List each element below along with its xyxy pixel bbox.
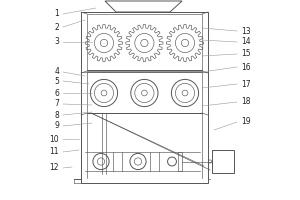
- Text: 13: 13: [241, 26, 250, 36]
- Text: 2: 2: [54, 22, 59, 31]
- Bar: [212, 150, 234, 173]
- Text: 14: 14: [241, 38, 250, 46]
- Bar: [87, 14, 202, 71]
- Text: 5: 5: [54, 76, 59, 86]
- Text: 16: 16: [241, 62, 250, 72]
- Text: 4: 4: [54, 68, 59, 76]
- Text: 15: 15: [241, 49, 250, 58]
- Text: 1: 1: [54, 9, 59, 19]
- Text: 17: 17: [241, 80, 250, 88]
- Text: 8: 8: [54, 110, 59, 119]
- Text: 12: 12: [50, 164, 59, 172]
- Bar: [87, 72, 202, 113]
- Text: 6: 6: [54, 88, 59, 98]
- Text: 18: 18: [241, 98, 250, 106]
- Bar: [81, 12, 208, 183]
- Text: 11: 11: [50, 148, 59, 156]
- Text: 9: 9: [54, 121, 59, 130]
- Text: 10: 10: [50, 134, 59, 144]
- Bar: [178, 152, 182, 171]
- Text: 19: 19: [241, 117, 250, 127]
- Text: 3: 3: [54, 38, 59, 46]
- Text: 7: 7: [54, 99, 59, 108]
